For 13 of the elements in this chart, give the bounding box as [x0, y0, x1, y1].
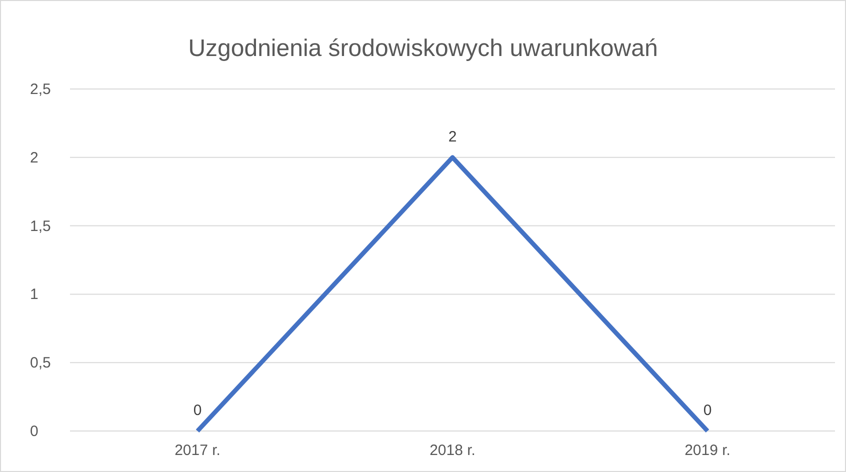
y-tick-label: 1 — [30, 286, 38, 304]
x-tick-label: 2018 r. — [430, 442, 476, 459]
y-tick-label: 0,5 — [30, 354, 51, 372]
data-label: 2 — [448, 128, 457, 146]
x-tick-label: 2019 r. — [684, 442, 730, 459]
chart-title: Uzgodnienia środowiskowych uwarunkowań — [188, 35, 658, 62]
y-tick-label: 2 — [30, 149, 38, 166]
data-label: 0 — [193, 402, 202, 419]
y-tick-label: 0 — [30, 423, 38, 440]
data-label: 0 — [703, 402, 712, 419]
y-tick-label: 1,5 — [30, 218, 51, 235]
x-tick-label: 2017 r. — [174, 442, 220, 459]
y-tick-label: 2,5 — [30, 81, 51, 98]
